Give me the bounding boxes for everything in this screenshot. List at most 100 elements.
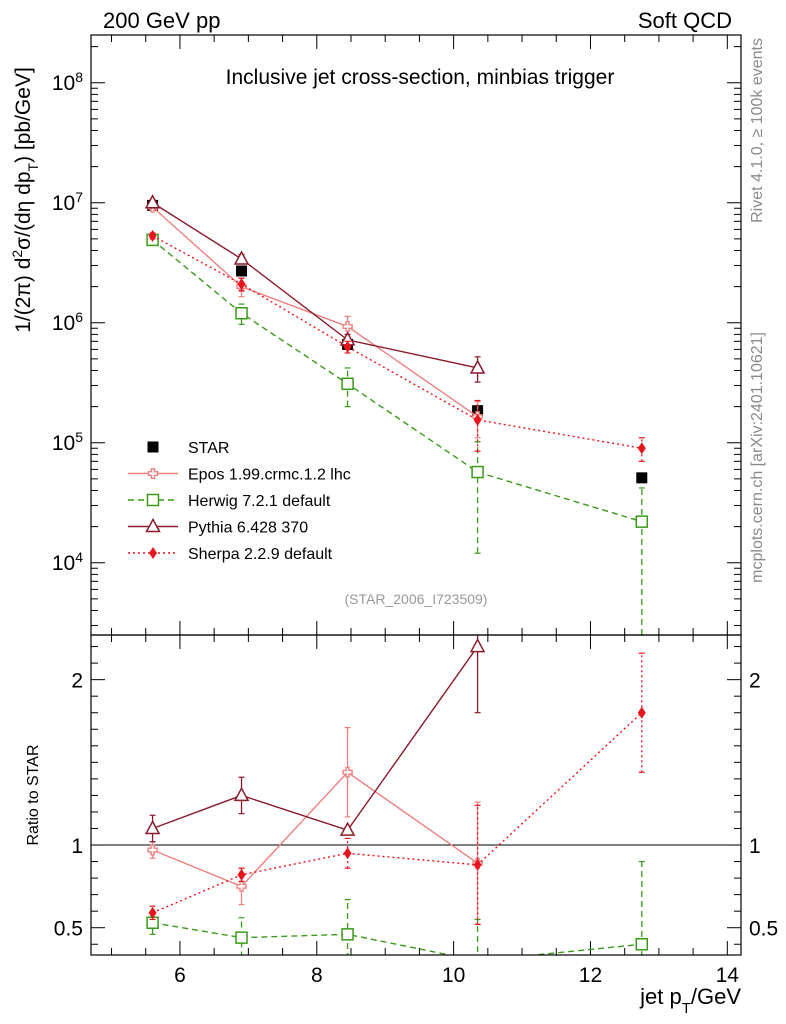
ylabel-prefix: 1/(2π) d (12, 258, 35, 333)
main-data-point (342, 321, 353, 333)
main-series-2 (146, 233, 649, 636)
main-data-point (341, 377, 354, 391)
main-series-3 (144, 194, 486, 383)
main-series-line (152, 235, 642, 449)
ratio-series-group (144, 635, 649, 955)
header-right-label: Soft QCD (638, 8, 732, 33)
legend-label: Epos 1.99.crmc.1.2 lhc (188, 467, 351, 484)
legend-entry: Pythia 6.428 370 (128, 517, 308, 537)
main-y-tick-base: 10 (52, 552, 75, 575)
main-data-point (233, 250, 250, 265)
legend-entry: Herwig 7.2.1 default (128, 493, 331, 510)
ratio-data-point (342, 766, 353, 778)
ratio-data-point (147, 844, 158, 856)
main-y-tick-label: 104 (52, 549, 83, 575)
main-y-tick-exponent: 7 (75, 189, 83, 205)
main-data-point (473, 413, 482, 426)
ratio-y-tick-label-right: 1 (749, 835, 761, 858)
legend-marker (149, 547, 157, 559)
ylabel-sub: T (25, 162, 41, 171)
main-y-tick-label: 106 (52, 309, 83, 335)
main-series-1 (147, 201, 483, 439)
xlabel-sub: T (682, 1000, 691, 1017)
legend-label: Herwig 7.2.1 default (188, 493, 331, 510)
legend-marker (147, 441, 159, 453)
x-tick-label: 14 (716, 964, 740, 987)
main-data-point (636, 472, 648, 484)
main-series-line (152, 202, 478, 369)
ratio-series-0 (147, 727, 483, 926)
ylabel-suffix: ) [pb/GeV] (12, 67, 35, 163)
main-data-point (471, 465, 484, 479)
side-label-rivet: Rivet 4.1.0, ≥ 100k events (749, 38, 766, 223)
legend-marker (146, 493, 160, 507)
legend-entry: Sherpa 2.2.9 default (128, 546, 333, 563)
legend-entry: Epos 1.99.crmc.1.2 lhc (128, 467, 351, 484)
ratio-data-point (635, 938, 649, 951)
ylabel-mid: σ/(dη dp (12, 171, 35, 249)
ratio-axis-ticks: 0.5 0.51 12 26 8 10 12 14 (54, 635, 778, 987)
side-label-mcplots: mcplots.cern.ch [arXiv:2401.10621] (749, 332, 766, 583)
legend-label: STAR (188, 440, 229, 457)
ratio-data-point (233, 786, 250, 802)
ratio-y-axis-label: Ratio to STAR (25, 744, 42, 845)
legend-label: Sherpa 2.2.9 default (188, 546, 333, 563)
ratio-data-point (235, 931, 248, 944)
ratio-data-point (343, 847, 352, 860)
ratio-data-point (469, 638, 486, 653)
ratio-panel-frame (90, 634, 742, 956)
ratio-data-point (473, 858, 482, 871)
ratio-data-point (341, 928, 354, 941)
ratio-y-tick-label-right: 2 (749, 670, 761, 693)
main-data-point (237, 278, 246, 291)
ratio-data-point (144, 819, 161, 835)
legend-entry: STAR (147, 440, 229, 457)
ratio-series-line (152, 771, 478, 888)
ratio-data-point (339, 821, 356, 836)
ratio-panel: 0.5 0.51 12 26 8 10 12 14 Ratio to STAR (25, 634, 778, 987)
main-y-axis-label: 1/(2π) d2σ/(dη dpT) [pb/GeV] (9, 67, 41, 333)
main-y-tick-exponent: 8 (75, 69, 83, 85)
ratio-data-point (471, 954, 484, 955)
ratio-series-line (152, 646, 479, 831)
main-y-tick-label: 105 (52, 429, 83, 455)
ratio-data-point (237, 868, 246, 881)
ratio-series-2 (144, 635, 486, 843)
main-y-tick-base: 10 (52, 312, 75, 335)
x-tick-label: 10 (442, 964, 465, 987)
ratio-series-line (152, 712, 643, 914)
main-series-line (152, 206, 478, 418)
main-data-point (635, 515, 649, 528)
ratio-y-tick-label: 1 (71, 835, 83, 858)
main-data-point (236, 265, 248, 277)
main-data-point (637, 442, 646, 455)
analysis-id-label: (STAR_2006_I723509) (345, 591, 488, 607)
main-data-point (144, 194, 161, 209)
main-panel-frame (90, 34, 742, 636)
main-y-tick-exponent: 5 (75, 429, 83, 445)
legend-marker (145, 517, 161, 533)
ratio-y-tick-label-right: 0.5 (749, 918, 778, 941)
main-y-tick-base: 10 (52, 432, 75, 455)
x-tick-label: 6 (174, 964, 186, 987)
header-left-label: 200 GeV pp (103, 8, 220, 33)
x-tick-label: 8 (311, 964, 323, 987)
x-axis-label: jet pT/GeV (639, 984, 741, 1017)
main-y-tick-base: 10 (52, 72, 75, 95)
main-y-tick-exponent: 4 (75, 549, 83, 565)
ratio-series-1 (146, 860, 649, 955)
ylabel-sup: 2 (9, 250, 25, 258)
ratio-y-tick-label: 2 (71, 670, 83, 693)
main-data-point (235, 307, 248, 320)
xlabel-prefix: jet p (639, 984, 682, 1009)
main-data-point (343, 340, 352, 353)
main-y-tick-label: 108 (52, 69, 83, 95)
main-data-point (469, 359, 486, 374)
legend-label: Pythia 6.428 370 (188, 520, 308, 537)
main-y-tick-base: 10 (52, 192, 75, 215)
ratio-series-line (152, 922, 642, 955)
ratio-data-point (637, 706, 646, 719)
